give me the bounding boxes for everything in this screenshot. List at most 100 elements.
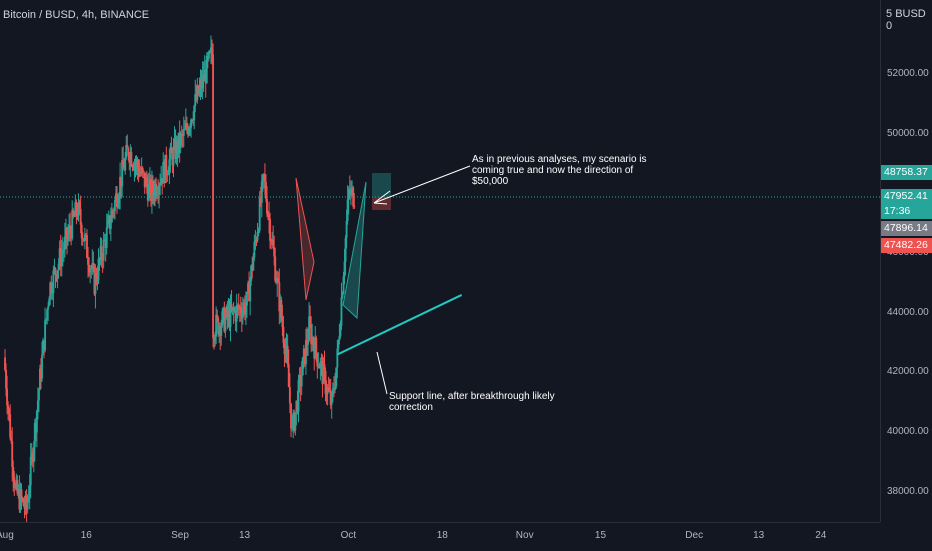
candle-body [74, 202, 77, 217]
candle-body [310, 324, 313, 345]
candle-body [280, 300, 283, 318]
price-tag-last: 47952.41 [881, 189, 932, 204]
candle-body [254, 240, 257, 242]
candle-body [205, 56, 208, 84]
candle-body [298, 375, 301, 381]
candle-body [81, 238, 84, 240]
candle-body [238, 307, 241, 310]
candle-body [342, 276, 345, 294]
candle-body [246, 292, 248, 306]
candle-body [194, 93, 197, 106]
candle-body [311, 336, 314, 345]
candle-body [130, 152, 133, 167]
candle-body [94, 272, 97, 295]
candle-body [266, 198, 268, 214]
candle-body [337, 340, 340, 349]
candle-body [259, 197, 262, 203]
candle-body [165, 154, 168, 174]
candle-body [153, 192, 155, 198]
candle-body [152, 180, 154, 193]
time-tick-label: 16 [80, 530, 92, 541]
candle-body [265, 182, 267, 199]
annotation-note-top: As in previous analyses, my scenario is … [472, 154, 647, 187]
candle-body [70, 230, 73, 239]
candle-body [137, 168, 140, 176]
candle-body [214, 336, 217, 341]
annotation-arrow-bottom [376, 351, 388, 395]
candle-body [345, 220, 348, 238]
candle-body [106, 220, 109, 228]
chart-plot-area[interactable]: Bitcoin / BUSD, 4h, BINANCE As in previo… [0, 0, 880, 522]
candle-body [116, 193, 118, 208]
support-line[interactable] [336, 294, 463, 356]
candlestick-chart[interactable] [0, 0, 880, 522]
candle-body [83, 234, 86, 241]
time-axis[interactable]: Aug 16 Sep 13 Oct 18 Nov 15 Dec 13 24 [0, 522, 880, 551]
candle-body [54, 268, 57, 275]
candle-body [316, 353, 319, 367]
candle-body [267, 213, 269, 216]
candle-body [45, 319, 48, 321]
candle-body [156, 193, 159, 196]
candle-body [320, 361, 323, 363]
candle-body [34, 422, 37, 433]
time-tick-label: 18 [436, 530, 448, 541]
candle-body [84, 234, 87, 236]
candle-body [351, 187, 353, 189]
candle-body [302, 348, 305, 358]
candle-body [236, 305, 239, 307]
time-tick-label: 13 [753, 530, 765, 541]
candle-body [276, 278, 279, 283]
candle-body [324, 371, 327, 394]
candle-body [148, 179, 151, 185]
candle-body [270, 240, 273, 243]
candle-body [333, 388, 335, 390]
price-tick-label: 52000.00 [887, 68, 929, 80]
candle-body [253, 241, 256, 258]
candle-body [185, 123, 188, 129]
candle-body [192, 120, 195, 122]
candle-body [60, 253, 63, 267]
candle-body [181, 133, 184, 136]
candle-body [22, 498, 25, 506]
candle-body [48, 298, 51, 307]
note-line: correction [389, 402, 433, 413]
candle-body [124, 157, 127, 171]
candle-body [140, 167, 143, 174]
candle-body [142, 171, 145, 173]
candle-body [157, 193, 160, 195]
candle-body [40, 368, 42, 379]
candle-body [6, 388, 9, 406]
candle-body [25, 495, 28, 510]
candle-body [327, 387, 330, 391]
candle-body [42, 340, 44, 355]
candle-body [218, 326, 221, 335]
candle-body [278, 282, 281, 312]
candle-body [115, 193, 117, 200]
candle-body [99, 246, 102, 261]
candle-body [216, 314, 219, 318]
price-tick-label: 50000.00 [887, 128, 929, 139]
candle-body [107, 215, 110, 221]
price-axis[interactable]: 38000.0040000.0042000.0044000.0046000.00… [880, 0, 932, 522]
candle-body [217, 317, 220, 335]
candle-body [263, 174, 266, 183]
candle-body [132, 166, 135, 170]
candle-body [47, 306, 50, 310]
candle-body [96, 279, 99, 281]
candle-body [78, 202, 81, 209]
note-line: $50,000 [472, 176, 509, 187]
candle-body [222, 307, 225, 312]
candle-body [111, 210, 114, 212]
candle-body [335, 367, 338, 387]
candle-body [195, 93, 198, 100]
candle-body [317, 366, 320, 368]
candle-body [18, 489, 21, 510]
candle-body [57, 263, 60, 271]
candle-body [274, 256, 277, 281]
candle-body [226, 307, 229, 318]
candle-body [7, 405, 10, 409]
currency-label[interactable]: 5 BUSD 0 [886, 8, 926, 32]
candle-body [23, 505, 26, 509]
candle-body [299, 375, 302, 387]
